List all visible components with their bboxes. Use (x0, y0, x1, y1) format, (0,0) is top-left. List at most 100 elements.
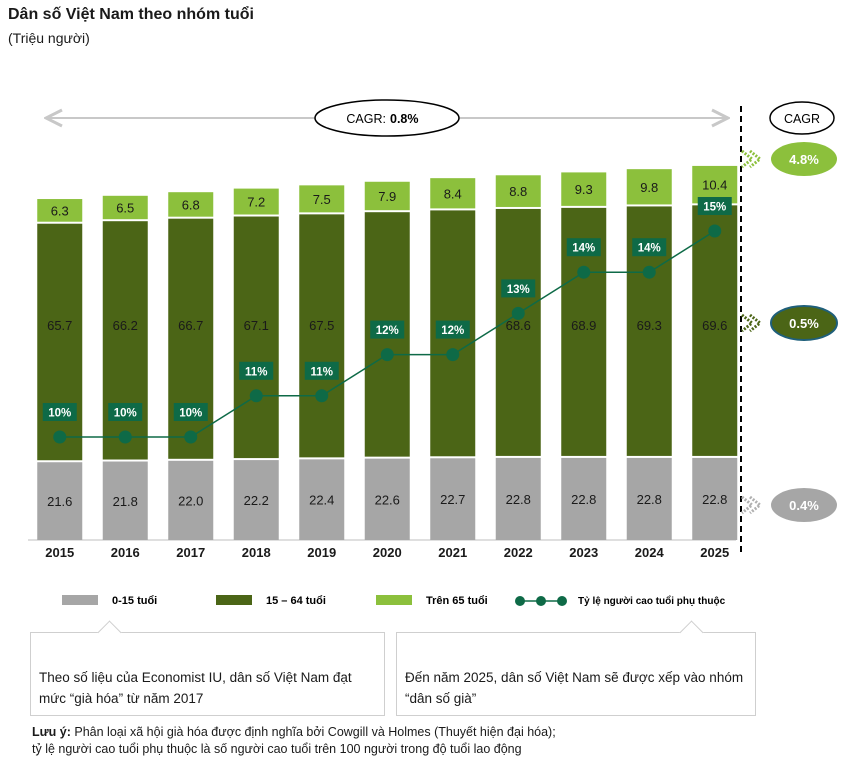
bar-over65 (37, 199, 83, 222)
x-tick-label: 2023 (569, 545, 598, 560)
label-15-64: 68.9 (571, 318, 596, 333)
ratio-point (380, 348, 394, 362)
bar-0-15 (102, 461, 148, 540)
label-0-15: 22.8 (637, 492, 662, 507)
label-15-64: 67.1 (244, 318, 269, 333)
label-0-15: 22.2 (244, 493, 269, 508)
label-0-15: 22.8 (702, 492, 727, 507)
chart-title: Dân số Việt Nam theo nhóm tuổi (8, 6, 254, 23)
ratio-point (642, 265, 656, 279)
chevron-icon (741, 149, 763, 169)
footnote: Lưu ý: Phân loại xã hội già hóa được địn… (32, 724, 556, 758)
legend-dot-ratio (536, 596, 546, 606)
ratio-point (184, 430, 198, 444)
label-over65: 6.3 (51, 203, 69, 218)
legend-label-ratio: Tỷ lệ người cao tuổi phụ thuộc (578, 595, 726, 607)
bar-over65 (233, 188, 279, 215)
label-over65: 9.8 (640, 180, 658, 195)
bar-0-15 (168, 460, 214, 540)
ratio-label-box (173, 403, 208, 421)
cagr-badge-15-64: 0.5% (789, 316, 819, 331)
label-over65: 6.8 (182, 197, 200, 212)
label-over65: 10.4 (702, 178, 727, 193)
bar-over65 (495, 175, 541, 207)
label-15-64: 65.7 (47, 318, 72, 333)
legend-label-0-15: 0-15 tuổi (112, 595, 157, 607)
label-15-64: 69.3 (637, 318, 662, 333)
legend-dot-ratio (557, 596, 567, 606)
cagr-badge-over65: 4.8% (789, 152, 819, 167)
ratio-point (249, 389, 263, 403)
label-15-64: 67.5 (309, 318, 334, 333)
label-15-64: 66.2 (113, 318, 138, 333)
bar-0-15 (37, 462, 83, 540)
label-over65: 6.5 (116, 201, 134, 216)
cagr-overall-value: 0.8% (390, 112, 419, 126)
bar-15-64 (692, 205, 738, 456)
ratio-label-box (501, 279, 536, 298)
cagr-badge-0-15: 0.4% (789, 498, 819, 513)
label-over65: 7.5 (313, 192, 331, 207)
chart-subtitle: (Triệu người) (8, 30, 90, 46)
x-tick-label: 2015 (45, 545, 74, 560)
callout-left: Theo số liệu của Economist IU, dân số Vi… (30, 620, 385, 716)
bar-15-64 (299, 214, 345, 458)
label-0-15: 22.4 (309, 493, 334, 508)
label-15-64: 69.6 (702, 318, 727, 333)
bar-0-15 (495, 457, 541, 540)
legend-swatch-0-15 (62, 595, 98, 605)
ratio-label: 14% (572, 243, 595, 255)
label-over65: 7.9 (378, 189, 396, 204)
label-0-15: 22.0 (178, 493, 203, 508)
x-tick-label: 2021 (438, 545, 467, 560)
label-0-15: 22.6 (375, 492, 400, 507)
ratio-label: 11% (311, 366, 333, 378)
chevron-icon (741, 495, 763, 515)
bar-0-15 (561, 457, 607, 540)
callout-right-text: Đến năm 2025, dân số Việt Nam sẽ được xế… (405, 670, 744, 706)
bar-15-64 (102, 221, 148, 460)
bar-15-64 (37, 223, 83, 461)
footnote-line2: tỷ lệ người cao tuổi phụ thuộc là số ngư… (32, 742, 522, 756)
ratio-label: 14% (638, 243, 661, 255)
label-0-15: 21.6 (47, 494, 72, 509)
ratio-point (511, 306, 525, 320)
bar-over65 (102, 195, 148, 220)
legend-label-15-64: 15 – 64 tuổi (266, 595, 326, 607)
ratio-point (708, 224, 722, 238)
bar-15-64 (233, 216, 279, 459)
bar-over65 (168, 192, 214, 217)
x-tick-label: 2025 (700, 545, 729, 560)
label-0-15: 22.8 (571, 492, 596, 507)
bar-0-15 (233, 460, 279, 540)
bar-0-15 (364, 458, 410, 540)
bar-over65 (430, 178, 476, 209)
label-0-15: 22.8 (506, 492, 531, 507)
cagr-badge-0-15-ellipse (771, 488, 837, 522)
legend-swatch-15-64 (216, 595, 252, 605)
label-0-15: 22.7 (440, 492, 465, 507)
ratio-label-box (697, 197, 732, 215)
x-tick-label: 2020 (373, 545, 402, 560)
ratio-point (577, 265, 591, 279)
label-over65: 9.3 (575, 182, 593, 197)
x-tick-label: 2019 (307, 545, 336, 560)
bar-0-15 (626, 457, 672, 540)
footnote-line1: Phân loại xã hội già hóa được định nghĩa… (70, 725, 556, 739)
cagr-overall-label: CAGR: (346, 112, 386, 126)
footnote-label: Lưu ý: (32, 725, 71, 739)
callout-left-text: Theo số liệu của Economist IU, dân số Vi… (39, 670, 352, 706)
ratio-label-box (239, 361, 274, 380)
ratio-label: 13% (507, 284, 530, 296)
ratio-label-box (370, 320, 405, 339)
legend-dot-ratio (515, 596, 525, 606)
x-tick-label: 2017 (176, 545, 205, 560)
cagr-header: CAGR (784, 112, 820, 126)
bar-15-64 (168, 218, 214, 459)
ratio-point (53, 430, 67, 444)
bar-over65 (561, 172, 607, 206)
bar-over65 (299, 185, 345, 213)
ratio-label: 10% (48, 408, 71, 420)
bar-0-15 (299, 459, 345, 540)
label-15-64: 66.7 (178, 318, 203, 333)
